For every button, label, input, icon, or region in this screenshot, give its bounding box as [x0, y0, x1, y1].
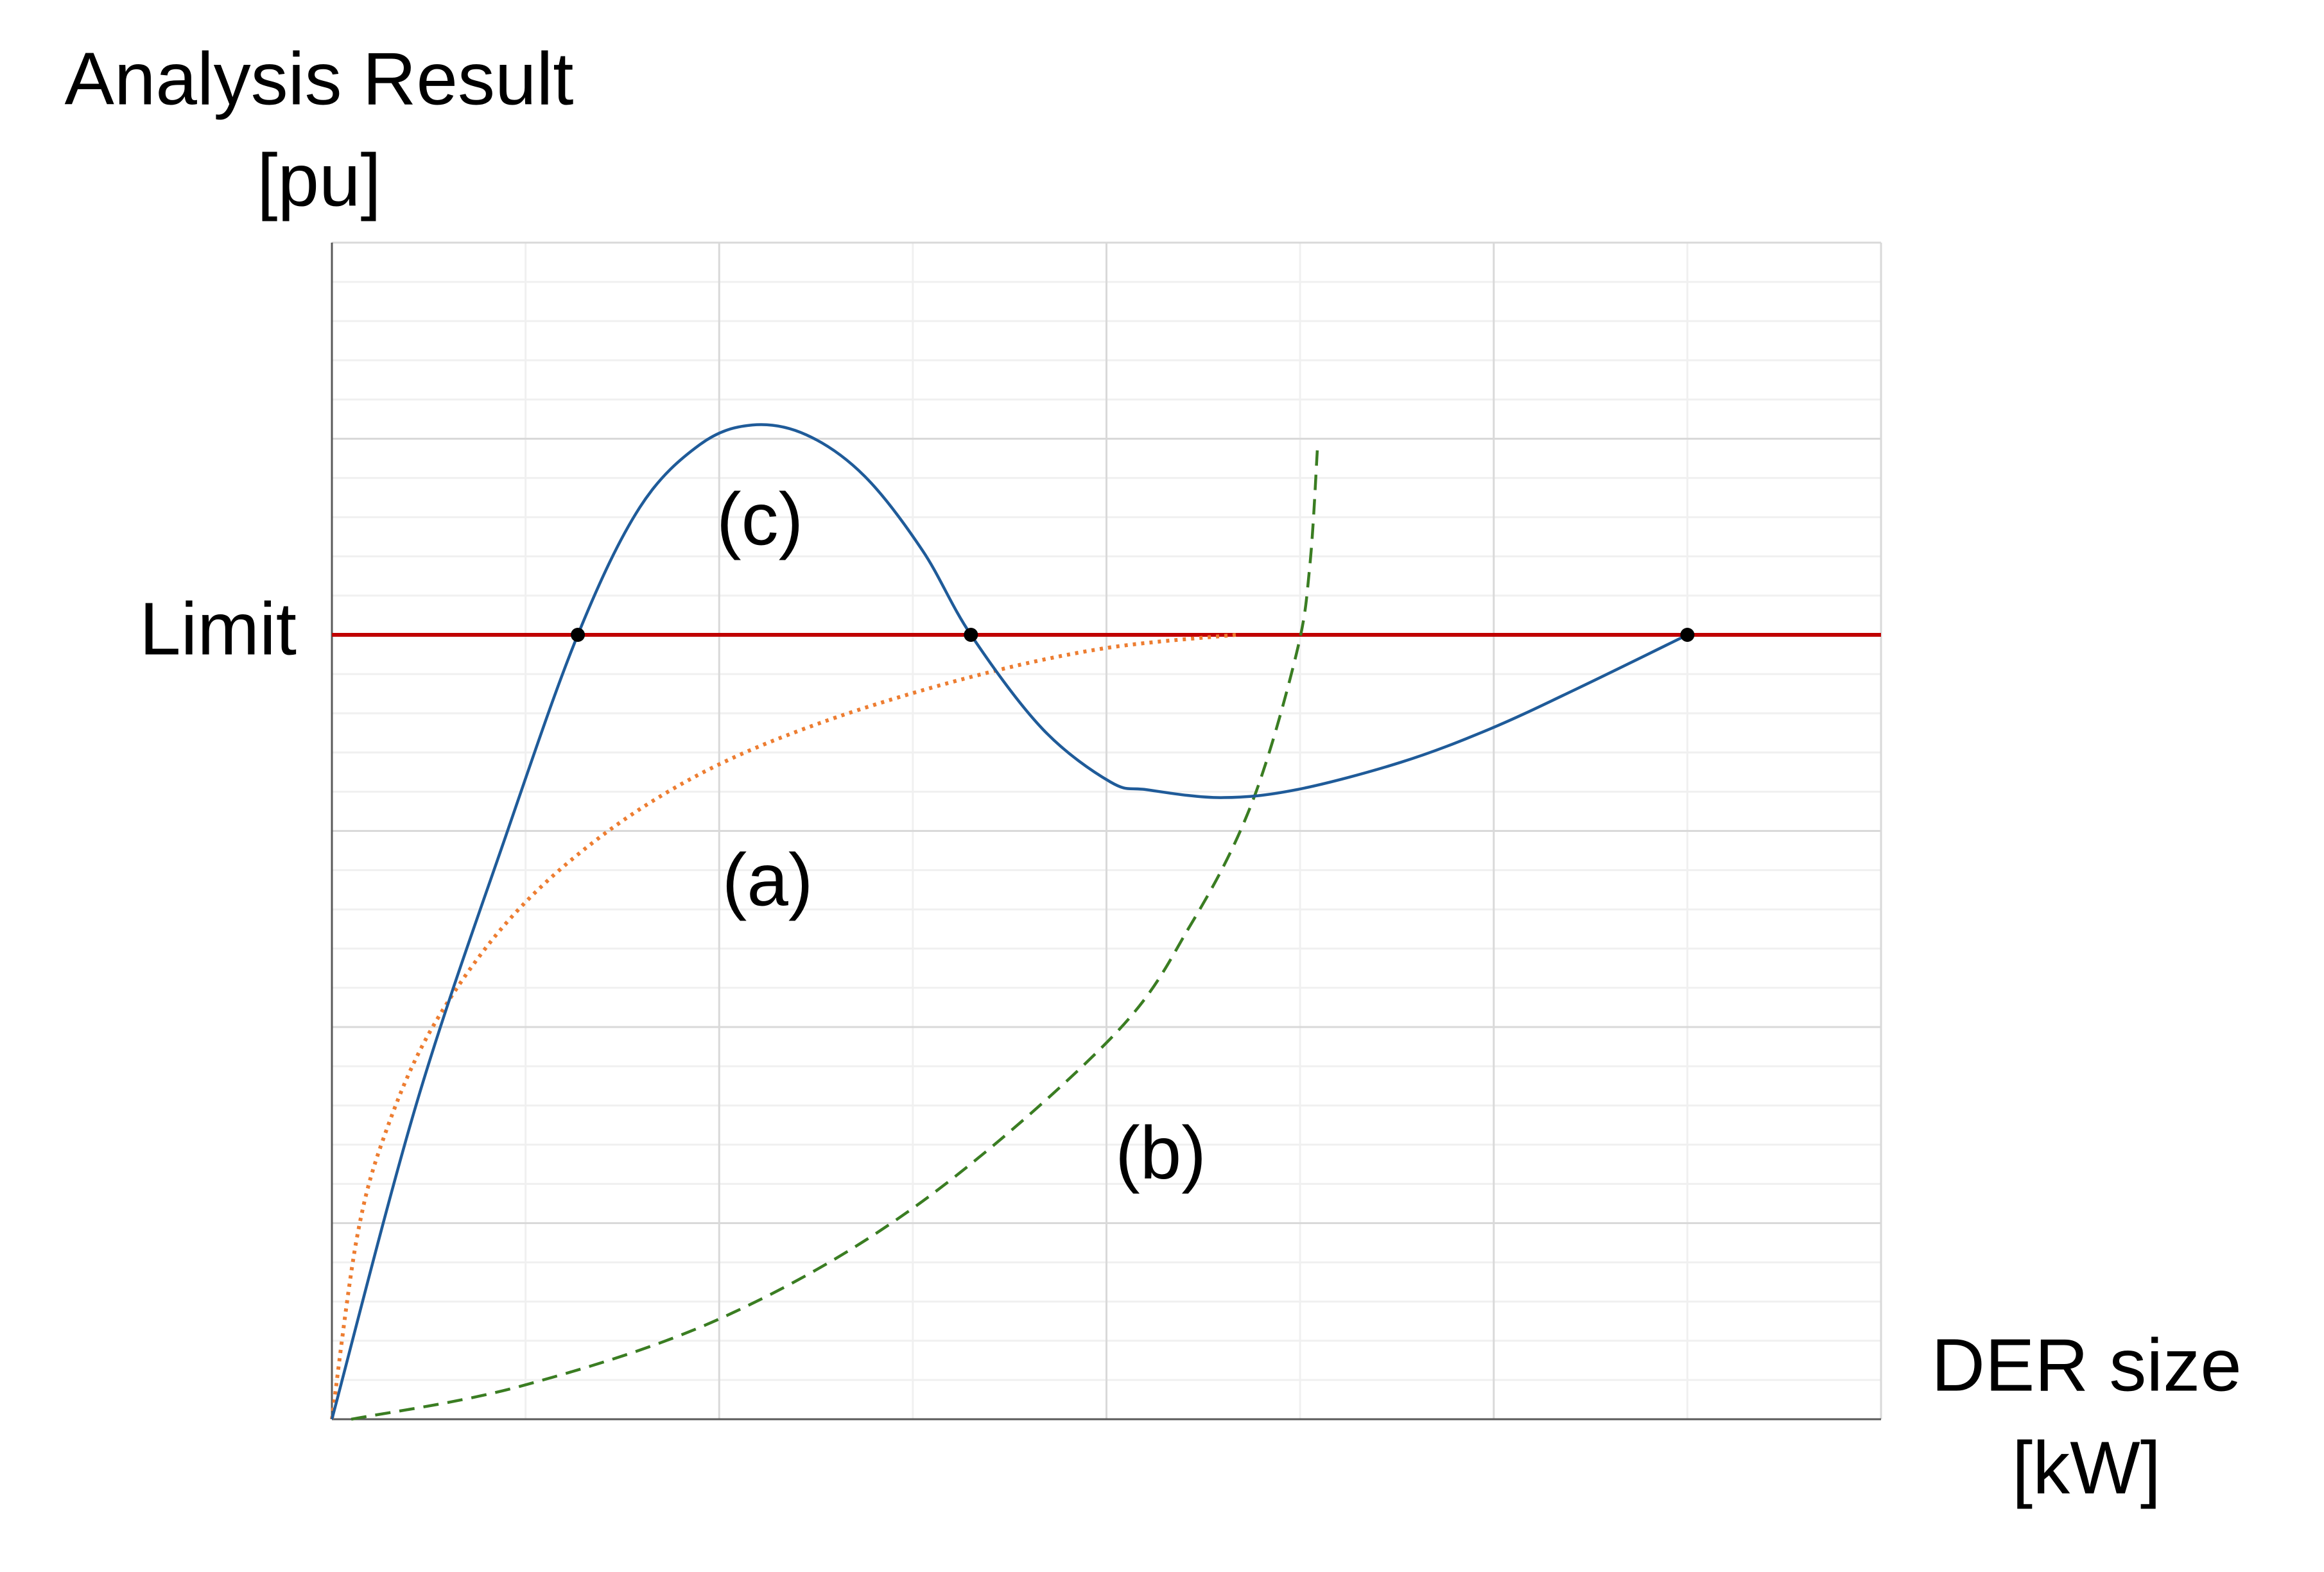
- series-line: [351, 446, 1319, 1421]
- series-line: [330, 633, 1236, 1420]
- intersection-point: [1680, 628, 1695, 642]
- curve-label: (a): [722, 838, 813, 922]
- x-axis-title: [kW]: [2012, 1426, 2161, 1510]
- y-axis-title: Analysis Result: [65, 37, 574, 121]
- curve-label: (b): [1115, 1110, 1206, 1194]
- intersection-point: [964, 628, 978, 642]
- intersection-point: [571, 628, 585, 642]
- curve-label: (c): [716, 478, 803, 561]
- y-axis-title: [pu]: [257, 139, 381, 222]
- limit-label: Limit: [139, 587, 297, 671]
- series-line: [330, 423, 1688, 1420]
- x-axis-title: DER size: [1931, 1324, 2241, 1407]
